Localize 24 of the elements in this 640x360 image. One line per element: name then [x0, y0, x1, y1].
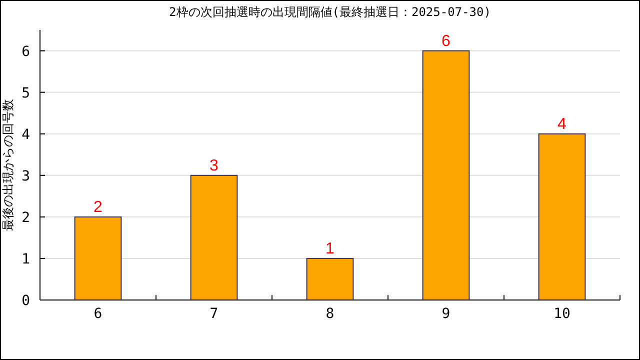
y-tick-label: 4 [22, 126, 30, 143]
y-tick-label: 2 [22, 210, 30, 226]
bar [190, 174, 238, 300]
bar [306, 258, 354, 300]
x-tick-label: 10 [554, 306, 570, 322]
y-tick-label: 1 [22, 251, 30, 268]
y-tick-label: 5 [22, 85, 30, 102]
data-label: 6 [442, 32, 451, 50]
bar [538, 133, 586, 300]
data-label: 1 [326, 240, 335, 258]
bar [74, 216, 122, 300]
data-label: 2 [94, 198, 103, 216]
data-label: 4 [558, 116, 567, 133]
y-axis-title: 最後の出現からの回号数 [1, 99, 15, 231]
y-tick-label: 6 [22, 44, 30, 60]
x-tick-label: 7 [210, 306, 218, 322]
chart-title: 2枠の次回抽選時の出現間隔値(最終抽選日：2025-07-30) [169, 5, 491, 19]
y-tick-label: 3 [22, 168, 30, 184]
x-tick-label: 9 [442, 306, 450, 322]
x-tick-label: 8 [326, 306, 334, 322]
x-tick-label: 6 [94, 306, 102, 322]
y-tick-label: 0 [22, 293, 30, 309]
data-label: 3 [210, 157, 219, 174]
bar [422, 50, 470, 300]
